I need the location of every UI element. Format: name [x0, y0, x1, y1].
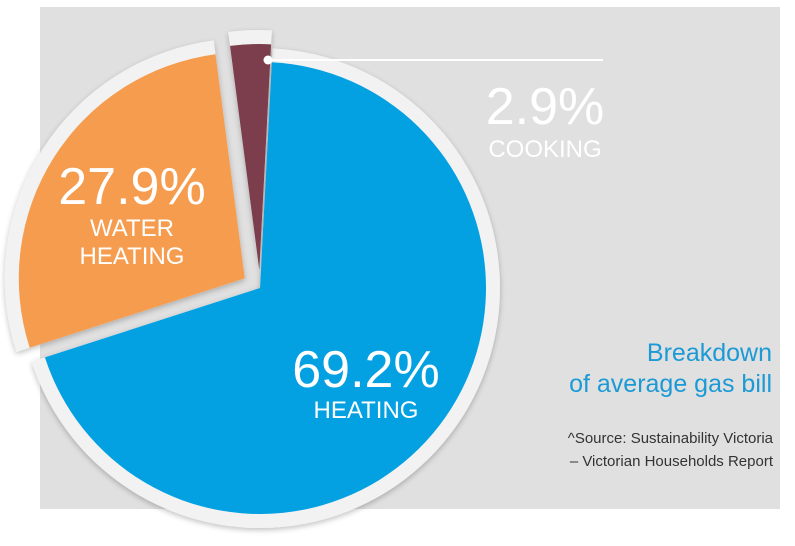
chart-title-line-1: Breakdown	[646, 339, 772, 367]
slice-value-label-water-heating: 27.9%	[58, 158, 205, 216]
pie-slice-water-heating	[18, 54, 245, 348]
pie-slice-heating	[44, 62, 487, 515]
cooking-leader-dot	[263, 55, 273, 65]
source-note-line-2: – Victorian Households Report	[569, 453, 773, 470]
slice-category-label-cooking: COOKING	[488, 136, 601, 163]
slice-value-label-cooking: 2.9%	[486, 78, 605, 136]
source-note-line-1: ^Source: Sustainability Victoria	[567, 430, 773, 447]
chart-title: Breakdown of average gas bill	[569, 338, 772, 400]
pie-slice-cooking	[230, 44, 272, 271]
source-note: ^Source: Sustainability Victoria – Victo…	[568, 427, 773, 473]
slice-category-label-heating: HEATING	[314, 397, 419, 424]
slice-category-label-water-heating-line1: WATER	[90, 215, 174, 242]
slice-value-label-heating: 69.2%	[292, 341, 439, 399]
slice-category-label-water-heating-line2: HEATING	[80, 243, 185, 270]
chart-title-line-2: of average gas bill	[569, 370, 772, 398]
